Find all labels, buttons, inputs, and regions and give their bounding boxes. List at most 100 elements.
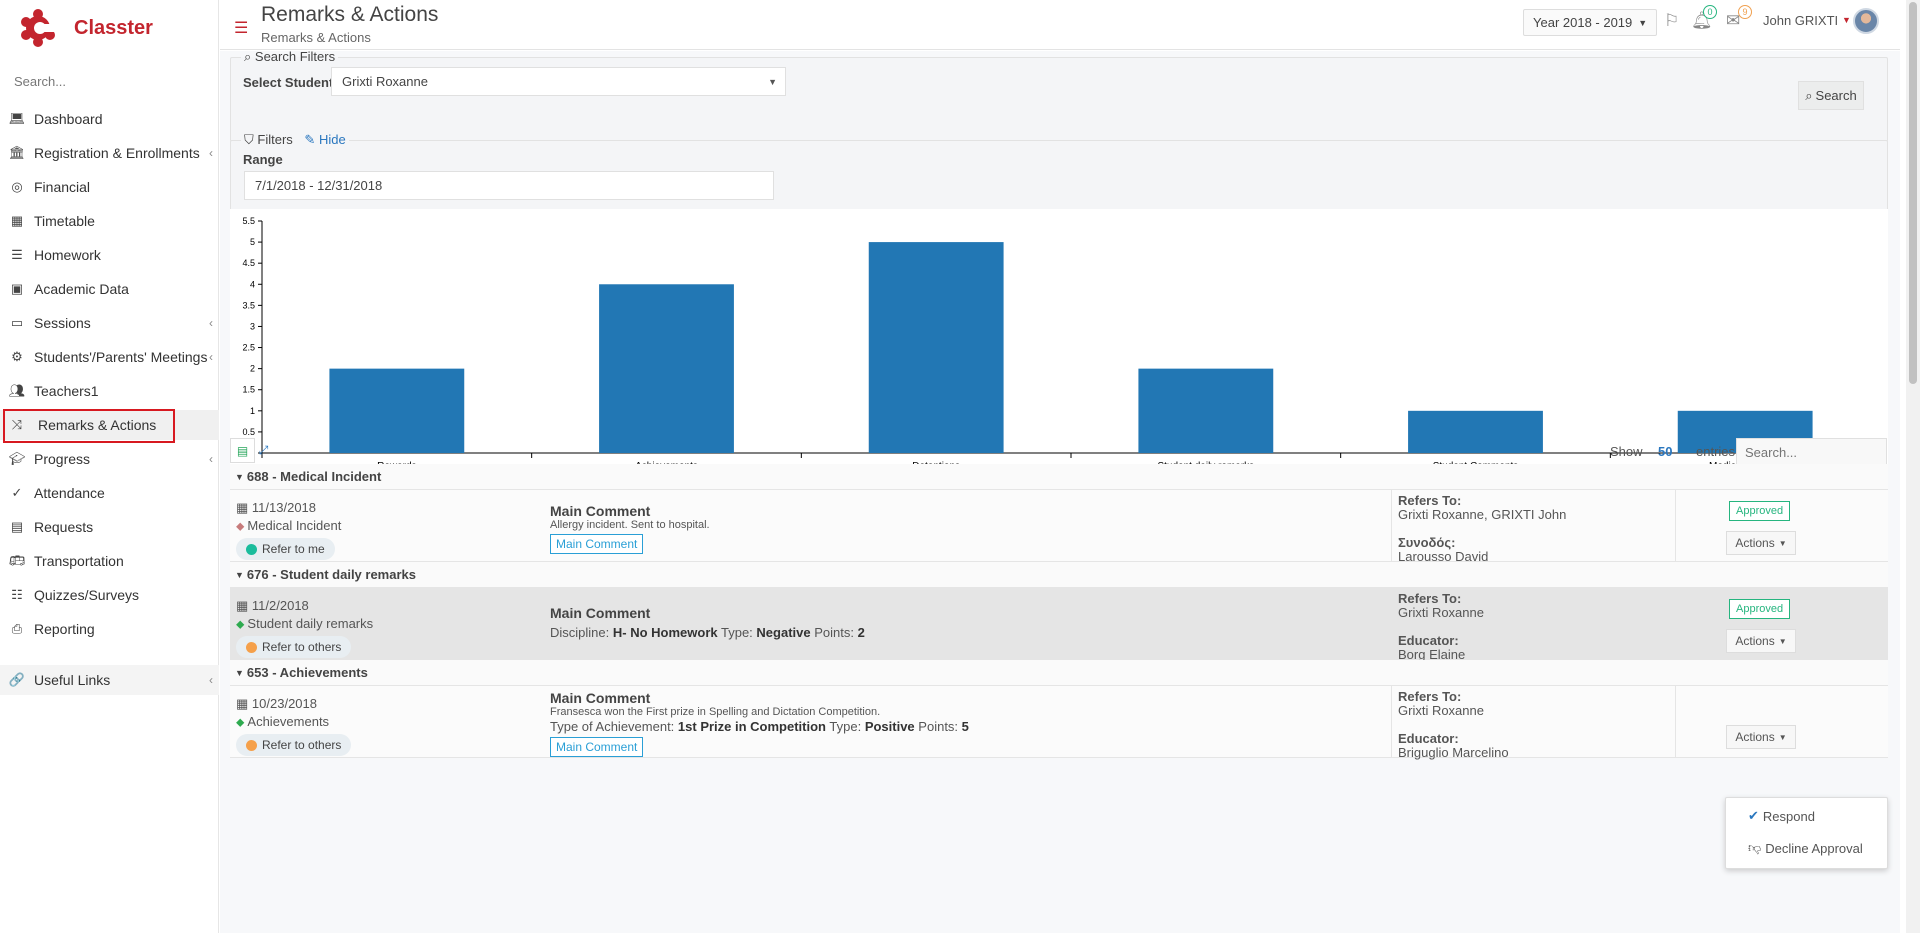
respond-menu-item[interactable]: ✔ Respond	[1726, 801, 1889, 831]
main-comment-badge[interactable]: Main Comment	[550, 534, 644, 554]
group-header[interactable]: ▼ 653 - Achievements	[230, 660, 1888, 686]
actions-button[interactable]: Actions ▼	[1726, 725, 1796, 749]
sidebar-item-dashboard[interactable]: 💻︎ Dashboard	[0, 104, 219, 134]
group-header-label: 653 - Achievements	[246, 665, 368, 680]
bar-achievements	[599, 284, 734, 453]
table-search-input[interactable]	[1736, 438, 1887, 466]
caret-down-icon[interactable]: ▼	[1842, 15, 1851, 25]
sidebar-search-input[interactable]	[0, 70, 219, 92]
fullscreen-button[interactable]: ⤢	[251, 438, 276, 463]
calendar-icon: ▦	[236, 598, 249, 613]
sidebar-item-academic-data[interactable]: ▣ Academic Data	[0, 274, 219, 304]
show-label: Show	[1610, 444, 1643, 459]
companion-label: Συνοδός:	[1398, 535, 1456, 550]
date-cell: ▦ 11/2/2018	[236, 598, 309, 614]
year-select[interactable]: Year 2018 - 2019 ▼	[1523, 9, 1658, 36]
filters-legend: ⛉ Filters ✎ Hide	[241, 132, 349, 148]
user-card-icon: ▣	[10, 281, 24, 296]
bell-icon[interactable]: 🔔︎ 0	[1691, 5, 1717, 33]
sidebar-item-useful-links[interactable]: 🔗 Useful Links ‹	[0, 665, 219, 695]
actions-button[interactable]: Actions ▼	[1726, 629, 1796, 653]
caret-down-icon: ▼	[1778, 732, 1787, 742]
category-cell: ⬥ Student daily remarks	[236, 616, 373, 632]
y-tick-label: 2.5	[242, 343, 255, 353]
sidebar-item-quizzes-surveys[interactable]: ☷ Quizzes/Surveys	[0, 580, 219, 610]
sidebar-item-progress[interactable]: 🎓︎ Progress ‹	[0, 444, 219, 474]
type-value: Negative	[756, 625, 811, 640]
user-name[interactable]: John GRIXTI	[1763, 13, 1839, 28]
refer-pill: Refer to me	[236, 538, 335, 560]
avatar[interactable]	[1853, 8, 1879, 34]
sidebar-item-requests[interactable]: ▤ Requests	[0, 512, 219, 542]
hamburger-menu-icon[interactable]: ☰	[234, 20, 249, 37]
group-header[interactable]: ▼ 688 - Medical Incident	[230, 464, 1888, 490]
sidebar-item-remarks-actions[interactable]: ⤨ Remarks & Actions	[0, 409, 219, 443]
chevron-left-icon: ‹	[209, 316, 213, 330]
sidebar-item-reporting[interactable]: ⎙ Reporting	[0, 614, 219, 644]
scrollbar-thumb[interactable]	[1909, 2, 1917, 384]
comment-title: Main Comment	[550, 690, 651, 706]
envelope-icon[interactable]: ✉ 9	[1726, 5, 1752, 33]
brand-name: Classter	[74, 16, 153, 39]
sidebar-item-homework[interactable]: ☰ Homework	[0, 240, 219, 270]
classter-logo[interactable]: Classter	[18, 8, 153, 48]
sidebar-item-label: Sessions	[34, 315, 91, 331]
discipline-value: H- No Homework	[612, 625, 718, 640]
achievement-value: 1st Prize in Competition	[677, 719, 826, 734]
date-value: 11/2/2018	[251, 598, 309, 613]
search-button[interactable]: ⌕ Search	[1798, 81, 1864, 110]
coins-icon: ◎	[11, 179, 23, 194]
filter-icon: ⛉	[244, 132, 254, 147]
status-dot	[246, 543, 257, 555]
refer-label: Refer to others	[262, 640, 342, 654]
main-comment-badge[interactable]: Main Comment	[550, 737, 644, 757]
comment-title: Main Comment	[550, 605, 651, 621]
caret-down-icon: ▼	[1778, 636, 1787, 646]
tag-icon: ⬥	[236, 617, 245, 631]
category-value: Medical Incident	[247, 518, 342, 533]
table-row[interactable]: ▦ 11/2/2018 ⬥ Student daily remarks Refer…	[230, 588, 1888, 662]
messages-badge: 9	[1738, 5, 1752, 19]
actions-label: Actions	[1735, 536, 1775, 550]
sidebar-item-sessions[interactable]: ▭ Sessions ‹	[0, 308, 219, 338]
y-tick-label: 5.5	[242, 216, 255, 226]
table-row[interactable]: ▦ 10/23/2018 ⬥ Achievements Refer to othe…	[230, 686, 1888, 760]
search-button-label: Search	[1815, 88, 1857, 103]
points-value: 2	[857, 625, 865, 640]
sidebar-item-financial[interactable]: ◎ Financial	[0, 172, 219, 202]
page-scrollbar[interactable]	[1906, 0, 1920, 933]
calendar-icon: ▦	[236, 500, 249, 515]
page-size-select[interactable]: 50	[1658, 444, 1673, 459]
group-header-label: 676 - Student daily remarks	[246, 567, 416, 582]
actions-button[interactable]: Actions ▼	[1726, 531, 1796, 555]
bar-rewards	[329, 368, 465, 453]
flag-icon[interactable]: ⚐	[1664, 11, 1680, 30]
table-row[interactable]: ▦ 11/13/2018 ⬥ Medical Incident Refer to …	[230, 490, 1888, 564]
decline-approval-menu-item[interactable]: 👎︎ Decline Approval	[1726, 833, 1889, 863]
table-toolbar: ▤ ⤢ Show 50 entries	[230, 438, 1888, 468]
sidebar-item-transportation[interactable]: 🚌︎ Transportation	[0, 546, 219, 576]
actions-cell: Approved Actions ▼	[1675, 588, 1888, 659]
date-value: 10/23/2018	[251, 696, 317, 711]
student-select[interactable]: Grixti Roxanne ▼	[331, 67, 786, 96]
date-range-input[interactable]	[244, 171, 774, 200]
refers-to-value: Grixti Roxanne	[1398, 605, 1484, 620]
type-value: Positive	[864, 719, 915, 734]
sidebar-item-timetable[interactable]: ▦ Timetable	[0, 206, 219, 236]
sidebar-item-registration-enrollments[interactable]: 🏛︎ Registration & Enrollments ‹	[0, 138, 219, 168]
educator-value: Borg Elaine	[1398, 647, 1466, 662]
hide-filters-link[interactable]: ✎ Hide	[304, 132, 345, 147]
caret-down-icon: ▼	[768, 76, 777, 87]
export-excel-button[interactable]: ▤	[230, 438, 255, 463]
sidebar-item-attendance[interactable]: ✓ Attendance	[0, 478, 219, 508]
decline-approval-label: Decline Approval	[1765, 840, 1863, 856]
document-icon: ▤	[10, 519, 24, 534]
sidebar-item-students-parents-meetings[interactable]: ⚙ Students'/Parents' Meetings ‹	[0, 342, 219, 372]
check-icon: ✔	[1748, 808, 1759, 823]
caret-down-icon: ▼	[235, 667, 244, 678]
search-filters-title: Search Filters	[254, 49, 336, 64]
thumbs-down-icon: 👎︎	[1748, 840, 1762, 855]
points-label: Points:	[814, 625, 854, 640]
sidebar-item-teachers1[interactable]: 👥︎ Teachers1	[0, 376, 219, 406]
group-header[interactable]: ▼ 676 - Student daily remarks	[230, 562, 1888, 588]
